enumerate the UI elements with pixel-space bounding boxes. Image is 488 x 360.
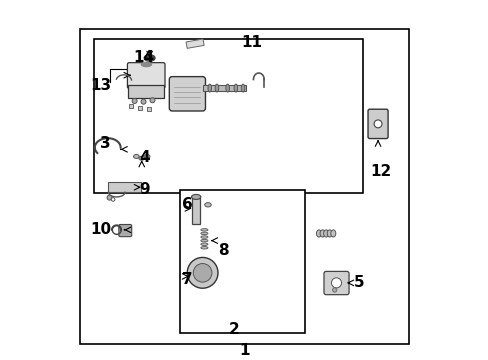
Ellipse shape (139, 156, 144, 160)
Circle shape (111, 198, 115, 201)
Text: 13: 13 (91, 78, 112, 94)
Ellipse shape (201, 243, 207, 246)
FancyBboxPatch shape (169, 77, 205, 111)
Bar (202, 85, 245, 91)
Ellipse shape (204, 203, 211, 207)
Text: 10: 10 (91, 222, 112, 237)
Ellipse shape (191, 194, 201, 199)
Ellipse shape (144, 154, 150, 158)
Text: 6: 6 (182, 197, 192, 212)
Bar (191, 198, 200, 225)
Circle shape (107, 195, 112, 200)
Text: 8: 8 (217, 243, 228, 258)
Circle shape (141, 99, 146, 104)
Bar (138, 106, 142, 110)
Circle shape (331, 278, 341, 288)
Circle shape (150, 98, 155, 103)
FancyBboxPatch shape (128, 85, 163, 98)
Text: 14: 14 (133, 50, 155, 65)
FancyBboxPatch shape (119, 225, 131, 237)
Ellipse shape (225, 84, 229, 92)
Ellipse shape (201, 247, 207, 249)
Ellipse shape (215, 84, 218, 92)
Ellipse shape (323, 230, 328, 237)
Ellipse shape (133, 154, 139, 158)
Bar (107, 182, 141, 192)
Ellipse shape (330, 230, 335, 237)
Ellipse shape (234, 84, 237, 92)
Ellipse shape (316, 230, 321, 237)
Text: 2: 2 (228, 322, 239, 337)
FancyBboxPatch shape (127, 63, 164, 89)
Ellipse shape (141, 62, 151, 67)
Ellipse shape (144, 55, 155, 61)
Text: 7: 7 (182, 272, 192, 287)
Bar (180, 190, 305, 333)
Circle shape (132, 99, 137, 103)
Circle shape (373, 120, 381, 128)
Circle shape (332, 288, 336, 292)
Ellipse shape (326, 230, 331, 237)
Text: 9: 9 (139, 182, 149, 197)
Ellipse shape (241, 84, 244, 92)
Polygon shape (186, 39, 203, 48)
Bar (146, 107, 151, 111)
Text: 4: 4 (139, 150, 149, 165)
Bar (80, 29, 408, 344)
Ellipse shape (201, 232, 207, 235)
Ellipse shape (201, 229, 207, 231)
FancyBboxPatch shape (324, 271, 348, 295)
Bar (129, 104, 133, 108)
Circle shape (193, 264, 211, 282)
Ellipse shape (207, 84, 211, 92)
Text: 1: 1 (239, 343, 249, 359)
Bar (94, 39, 362, 193)
Ellipse shape (201, 236, 207, 238)
Ellipse shape (201, 239, 207, 242)
Text: 3: 3 (100, 136, 110, 151)
Text: 12: 12 (369, 165, 390, 179)
Text: 11: 11 (241, 36, 262, 50)
Ellipse shape (319, 230, 325, 237)
FancyBboxPatch shape (367, 109, 387, 139)
Text: 5: 5 (353, 275, 364, 291)
Circle shape (187, 257, 218, 288)
